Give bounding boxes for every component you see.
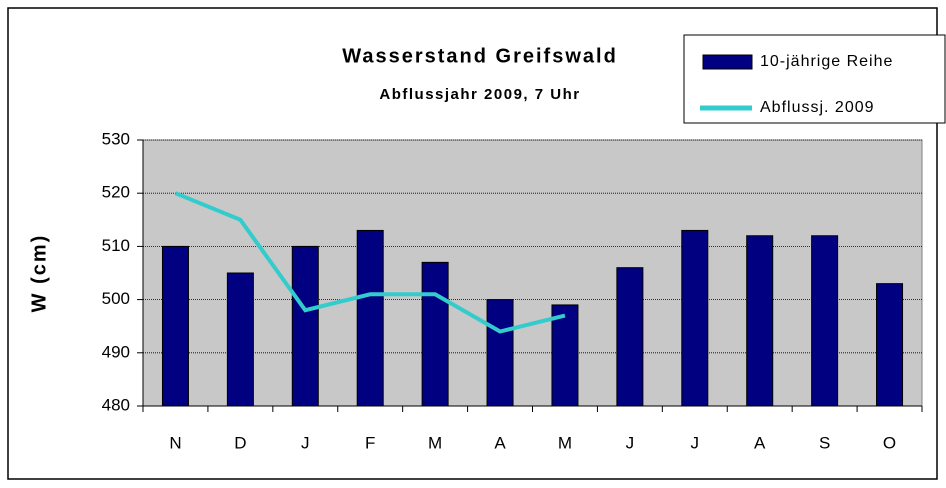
x-tick-label: J (626, 433, 635, 452)
bar (226, 272, 254, 407)
bar (291, 245, 319, 407)
x-tick-label: N (169, 433, 181, 452)
x-tick-label: J (301, 433, 310, 452)
x-tick-label: F (365, 433, 375, 452)
bar (616, 267, 644, 407)
bar (811, 235, 839, 407)
bar (746, 235, 774, 407)
bar (421, 261, 449, 407)
x-tick-label: A (494, 433, 506, 452)
bar (486, 299, 514, 407)
legend-label: Abflussj. 2009 (760, 99, 875, 116)
x-tick-label: O (883, 433, 896, 452)
bar (551, 304, 579, 407)
legend-label: 10-jährige Reihe (760, 53, 893, 70)
x-tick-label: J (691, 433, 700, 452)
x-tick-label: M (558, 433, 572, 452)
y-tick-label: 520 (102, 183, 130, 202)
x-tick-label: D (234, 433, 246, 452)
bar (876, 283, 904, 407)
chart-title: Wasserstand Greifswald (342, 45, 618, 67)
legend-swatch (702, 54, 753, 70)
x-tick-label: S (819, 433, 830, 452)
bar (681, 229, 709, 407)
y-axis-label: W (cm) (28, 234, 50, 313)
bar (356, 229, 384, 407)
y-tick-label: 480 (102, 395, 130, 414)
chart-subtitle: Abflussjahr 2009, 7 Uhr (379, 86, 580, 103)
y-tick-label: 530 (102, 129, 130, 148)
y-tick-label: 510 (102, 236, 130, 255)
line (174, 191, 566, 334)
y-tick-label: 500 (102, 289, 130, 308)
bar (161, 245, 189, 407)
plot-area (142, 139, 923, 407)
x-tick-label: M (428, 433, 442, 452)
x-tick-label: A (754, 433, 766, 452)
y-tick-label: 490 (102, 342, 130, 361)
